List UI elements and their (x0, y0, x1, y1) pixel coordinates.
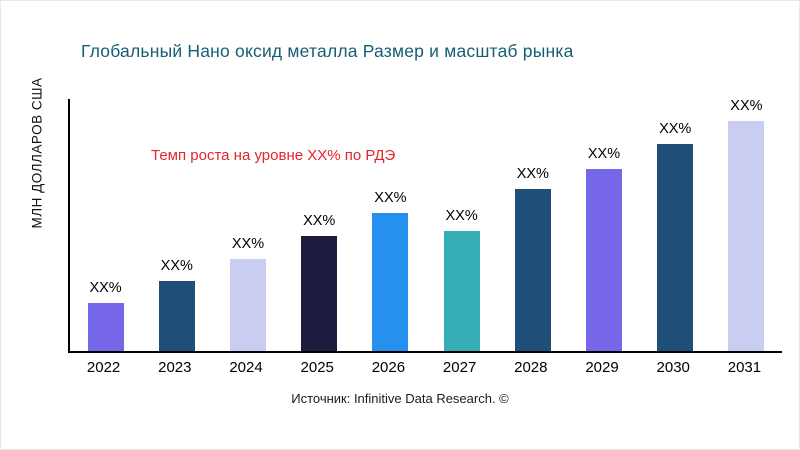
bar-group: XX% (284, 213, 355, 351)
bar-group: XX% (426, 208, 497, 351)
x-tick-label: 2029 (585, 359, 619, 376)
bar-value-label: XX% (303, 213, 336, 229)
bar (657, 144, 694, 351)
bar (514, 189, 551, 351)
bar (301, 236, 338, 351)
x-tick-label: 2023 (158, 359, 192, 376)
bar (443, 231, 480, 351)
source-credit: Источник: Infinitive Data Research. © (291, 391, 509, 406)
x-tick-label: 2022 (86, 359, 121, 376)
bar-value-label: XX% (89, 280, 122, 296)
bar (372, 213, 409, 351)
bar-group: XX% (355, 190, 426, 351)
bar-value-label: XX% (374, 190, 407, 206)
bar-group: XX% (141, 258, 212, 351)
bar-value-label: XX% (231, 236, 265, 252)
plot-area: XX% XX% XX% XX% XX% XX% XX% XX% XX% XX% (68, 98, 782, 353)
bar-value-label: XX% (445, 208, 478, 224)
x-tick-label: 2031 (727, 359, 762, 376)
bar-value-label: XX% (659, 121, 692, 137)
bar-value-label: XX% (160, 258, 193, 274)
bar (87, 303, 124, 351)
bar-value-label: XX% (516, 166, 549, 182)
bar (586, 169, 623, 351)
chart-title: Глобальный Нано оксид металла Размер и м… (81, 41, 574, 61)
bar-group: XX% (497, 166, 568, 351)
x-tick-label: 2030 (656, 359, 690, 376)
x-tick-label: 2024 (229, 359, 263, 376)
y-axis-label: МЛН ДОЛЛАРОВ США (29, 77, 45, 229)
bars: XX% XX% XX% XX% XX% XX% XX% XX% XX% XX% (70, 98, 782, 351)
bar (158, 281, 195, 351)
x-axis-ticks: 2022 2023 2024 2025 2026 2027 2028 2029 2030 2031 (68, 359, 780, 376)
x-tick-label: 2027 (442, 359, 477, 376)
bar (230, 259, 266, 351)
bar-group: XX% (711, 98, 782, 351)
bar-group: XX% (70, 280, 141, 351)
bar-value-label: XX% (730, 98, 763, 114)
x-tick-label: 2026 (371, 359, 406, 376)
bar-group: XX% (212, 236, 283, 351)
bar-group: XX% (640, 121, 711, 351)
x-tick-label: 2028 (514, 359, 548, 376)
bar-value-label: XX% (587, 146, 621, 162)
x-tick-label: 2025 (300, 359, 334, 376)
growth-rate-annotation: Темп роста на уровне XX% по РДЭ (151, 147, 396, 164)
bar-group: XX% (568, 146, 639, 351)
bar (728, 121, 765, 351)
